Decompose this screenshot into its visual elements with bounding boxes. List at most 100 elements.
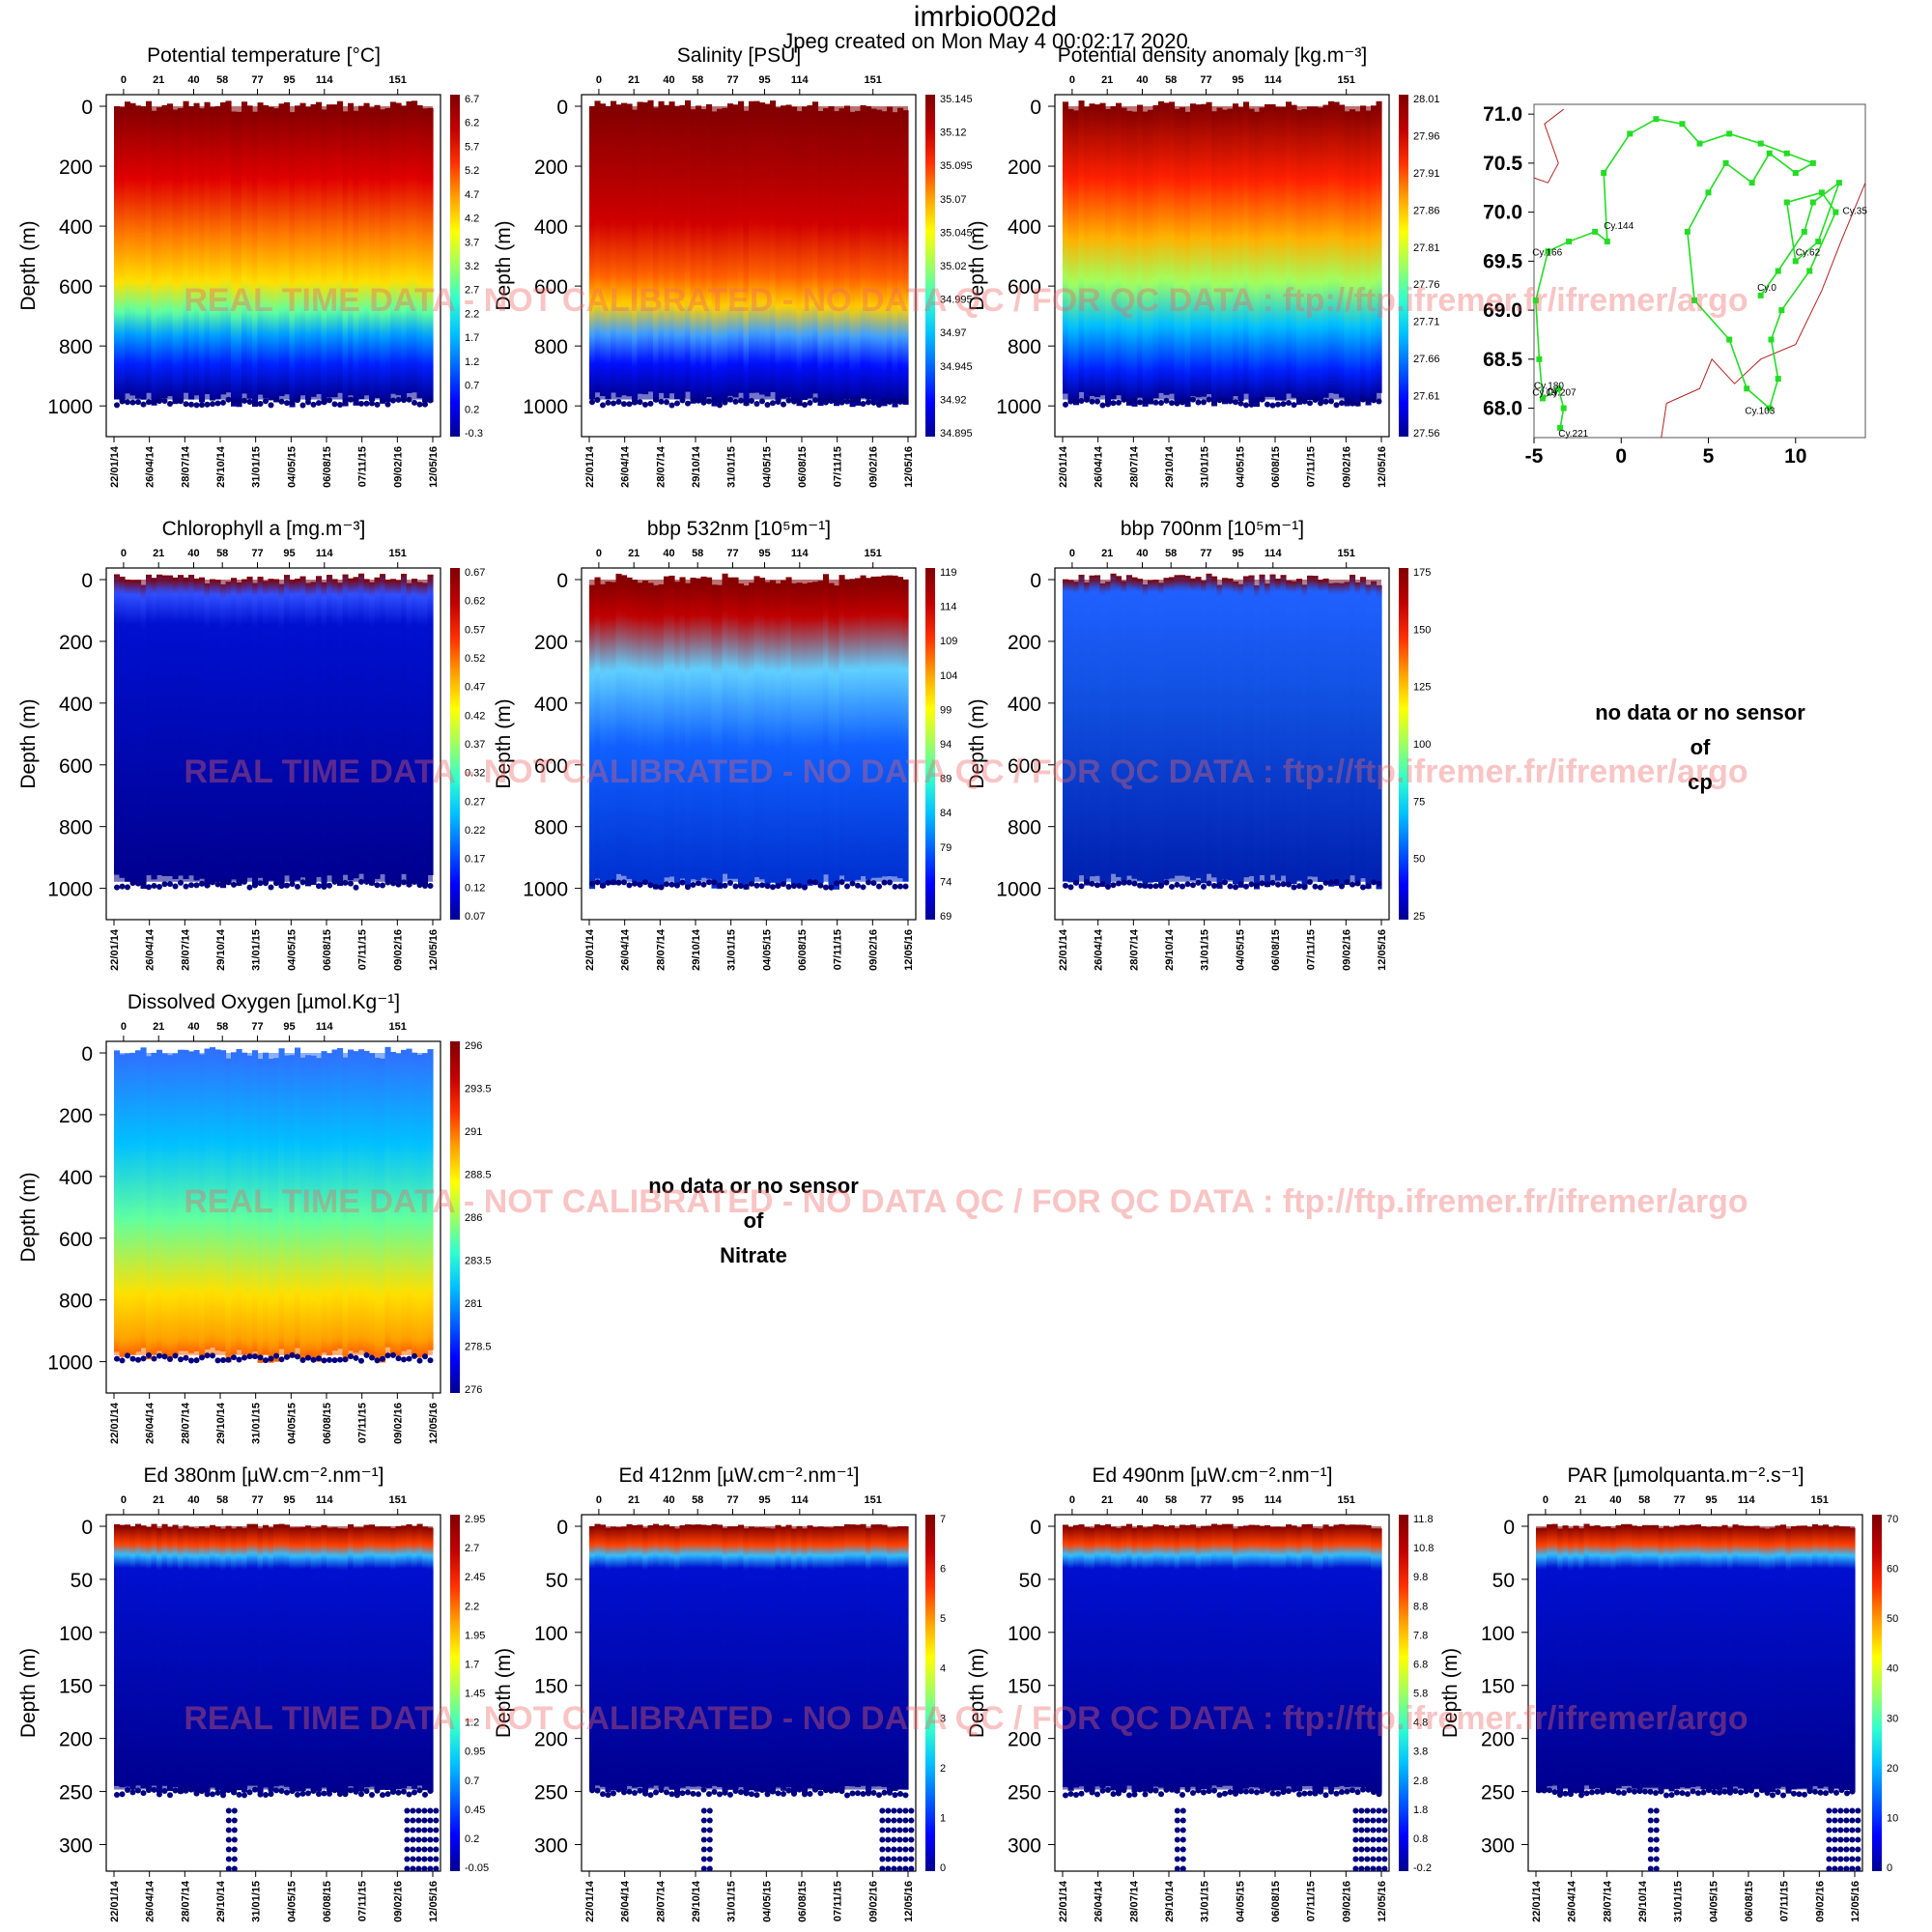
top-tick-label-oxy: 58	[216, 1021, 228, 1033]
date-label-dens: 26/04/14	[1094, 445, 1105, 488]
date-label-par: 12/05/16	[1850, 1881, 1861, 1922]
top-tick-label-ed380: 77	[251, 1494, 263, 1506]
date-label-oxy: 28/07/14	[180, 1402, 191, 1444]
deep-dot-ed412	[885, 1856, 892, 1862]
date-label-temp: 12/05/16	[428, 446, 440, 488]
date-label-ed380: 12/05/16	[428, 1881, 440, 1922]
colorbar-label-chla: 0.52	[465, 653, 485, 665]
bottom-dot-par	[1753, 1791, 1760, 1798]
bottom-dot-ed490	[1360, 1786, 1366, 1793]
bottom-dot-oxy	[231, 1354, 237, 1361]
bottom-dot-ed380	[310, 1787, 317, 1794]
bottom-dot-par	[1583, 1790, 1590, 1797]
date-label-sal: 22/01/14	[584, 445, 596, 488]
colorbar-label-ed412: 7	[940, 1514, 946, 1525]
deep-dot-par	[1832, 1817, 1838, 1824]
date-label-bbp532: 22/01/14	[584, 928, 596, 971]
bottom-dot-par	[1663, 1792, 1669, 1799]
float-position	[1806, 268, 1813, 274]
cycle-label: Cy.62	[1796, 247, 1821, 258]
bottom-dot-bbp700	[1190, 882, 1196, 889]
colorbar-label-chla: 0.32	[465, 768, 485, 780]
bottom-dot-ed490	[1169, 1786, 1175, 1793]
bottom-dot-bbp700	[1148, 883, 1153, 890]
deep-dot-ed412	[908, 1817, 915, 1824]
panel-title-sal: Salinity [PSU]	[677, 44, 801, 67]
bottom-dot-ed412	[700, 1786, 707, 1793]
bottom-dot-ed412	[674, 1792, 680, 1799]
bottom-dot-sal	[615, 398, 622, 405]
bottom-dot-ed490	[1243, 1788, 1249, 1795]
bottom-dot-ed490	[1094, 1791, 1100, 1798]
ytick-label-ed412: 0	[556, 1517, 568, 1539]
bottom-dot-oxy	[114, 1355, 120, 1362]
deep-dot-ed412	[902, 1827, 909, 1833]
top-tick-label-dens: 58	[1165, 74, 1177, 86]
bottom-dot-bbp700	[1195, 879, 1202, 886]
bottom-dot-ed412	[817, 1790, 824, 1797]
date-label-ed380: 26/04/14	[145, 1880, 156, 1922]
ytick-label-chla: 800	[59, 817, 93, 839]
bottom-dot-par	[1770, 1792, 1776, 1799]
deep-dot-ed380	[231, 1856, 238, 1862]
date-label-chla: 06/08/15	[322, 929, 333, 971]
date-label-ed490: 04/05/15	[1235, 1881, 1246, 1922]
date-label-ed490: 29/10/14	[1164, 1880, 1176, 1922]
deep-dot-ed412	[902, 1865, 909, 1872]
bottom-dot-dens	[1121, 396, 1127, 403]
deep-dot-ed380	[415, 1836, 422, 1843]
map-ytick-label: 68.5	[1483, 349, 1522, 371]
bottom-dot-chla	[412, 878, 417, 885]
ytick-label-bbp700: 0	[1030, 570, 1041, 592]
colorbar-label-ed490: 0.8	[1413, 1833, 1428, 1845]
frame-chla	[105, 567, 441, 921]
date-label-bbp532: 31/01/15	[726, 929, 738, 971]
colorbar-label-bbp700: 100	[1413, 739, 1431, 751]
top-tick-label-ed412: 58	[692, 1494, 703, 1506]
bottom-dot-ed412	[887, 1789, 893, 1796]
top-tick-label-dens: 95	[1232, 74, 1243, 86]
ylabel-par: Depth (m)	[1439, 1648, 1462, 1738]
deep-dot-ed412	[700, 1846, 707, 1853]
bottom-dot-ed380	[380, 1792, 385, 1799]
bottom-dot-par	[1690, 1788, 1696, 1795]
date-label-ed380: 31/01/15	[251, 1881, 263, 1922]
bottom-dot-ed380	[167, 1792, 173, 1799]
bottom-dot-temp	[140, 401, 147, 408]
bottom-dot-bbp532	[770, 884, 776, 891]
deep-dot-ed490	[1364, 1817, 1371, 1824]
bottom-dot-dens	[1190, 396, 1196, 403]
bottom-dot-ed412	[753, 1792, 760, 1799]
bottom-dot-par	[1812, 1788, 1818, 1795]
bottom-dot-bbp700	[1126, 879, 1132, 886]
bottom-dot-ed490	[1099, 1787, 1106, 1794]
bottom-dot-chla	[125, 884, 130, 891]
ytick-label-ed490: 50	[1019, 1570, 1041, 1592]
float-position	[1536, 355, 1543, 362]
bottom-dot-bbp700	[1254, 882, 1260, 889]
ytick-label-bbp700: 400	[1008, 694, 1041, 716]
bottom-dot-sal	[791, 398, 797, 405]
deep-dot-ed412	[879, 1827, 886, 1833]
bottom-dot-chla	[310, 878, 317, 885]
cycle-label: Cy.0	[1757, 283, 1776, 294]
field-bbp700	[1063, 580, 1381, 882]
ytick-label-temp: 1000	[47, 396, 93, 418]
deep-dot-ed490	[1370, 1827, 1377, 1833]
deep-dot-ed380	[427, 1817, 434, 1824]
bottom-dot-bbp700	[1179, 883, 1185, 890]
deep-dot-ed490	[1376, 1817, 1382, 1824]
bottom-dot-ed380	[348, 1787, 354, 1794]
bottom-dot-bbp700	[1243, 883, 1249, 890]
top-tick-label-ed412: 0	[596, 1494, 602, 1506]
bottom-dot-temp	[331, 401, 338, 408]
deep-dot-ed412	[885, 1807, 892, 1814]
colorbar-label-temp: 2.2	[465, 308, 479, 320]
bottom-dot-oxy	[236, 1356, 242, 1363]
deep-dot-par	[1849, 1807, 1856, 1814]
bottom-dot-dens	[1280, 401, 1287, 408]
colorbar-label-temp: 4.2	[465, 213, 479, 225]
bottom-dot-temp	[161, 398, 168, 405]
date-label-temp: 31/01/15	[251, 446, 263, 488]
deep-dot-ed490	[1376, 1827, 1382, 1833]
